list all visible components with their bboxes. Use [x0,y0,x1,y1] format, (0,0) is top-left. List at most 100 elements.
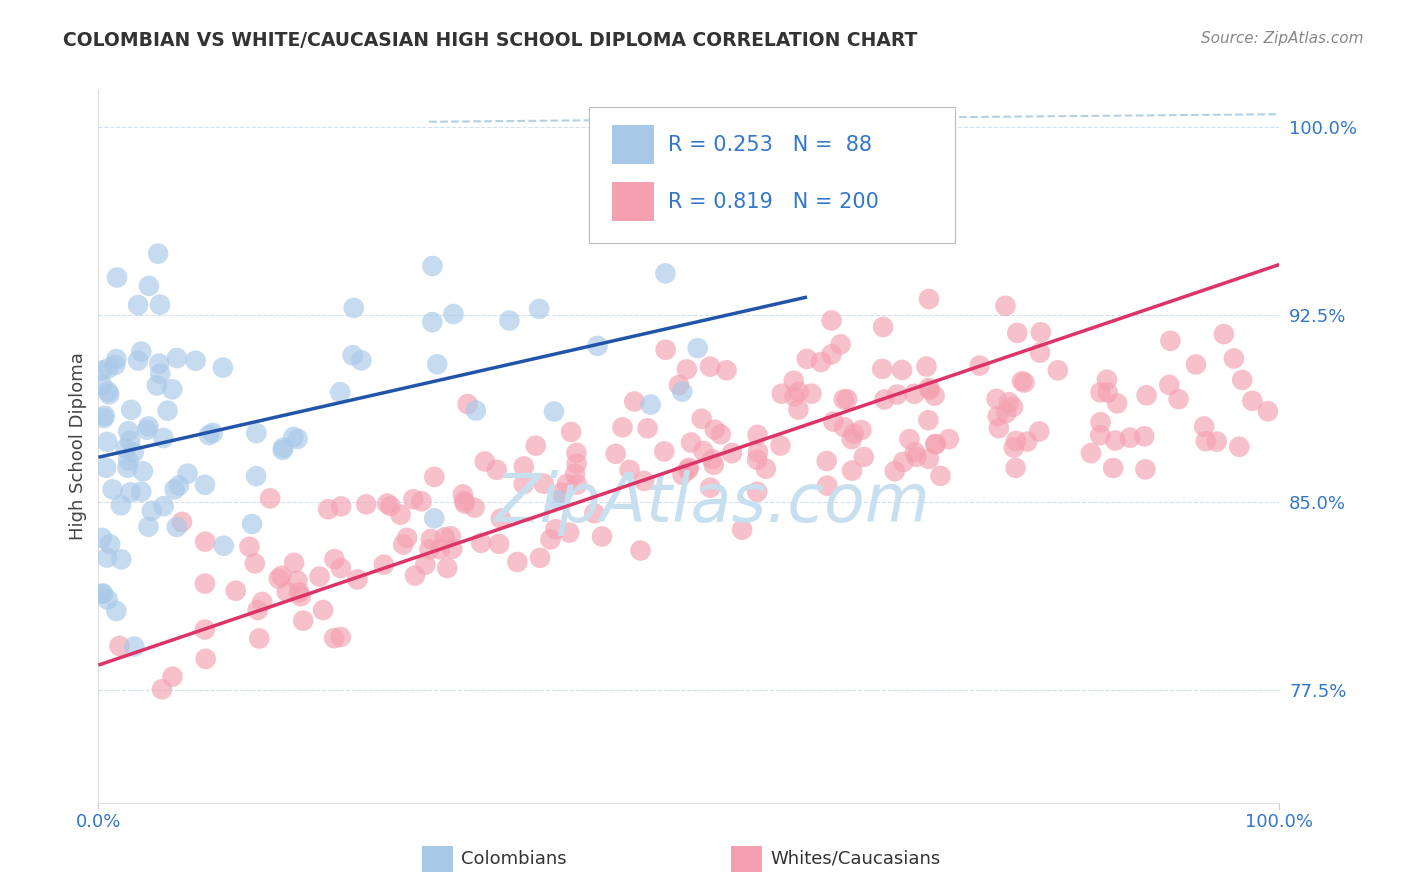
Point [583,506,606,520]
Point [703,458,725,472]
Point [141,504,163,518]
Point [436,561,458,575]
Point [987,409,1010,423]
Point [97,361,120,376]
Point [138,519,160,533]
Point [998,395,1021,409]
Point [375,497,398,511]
Point [402,492,425,507]
Point [194,623,217,637]
Point [1102,461,1125,475]
Point [97,592,120,607]
Point [842,426,865,441]
Point [565,457,588,471]
Point [453,494,475,508]
Point [1090,385,1112,400]
Point [451,487,474,501]
Point [96,550,118,565]
Point [162,382,184,396]
Point [1028,425,1050,439]
Point [176,467,198,481]
Point [105,604,128,618]
Point [800,386,823,401]
Point [247,632,270,646]
Point [343,301,366,315]
Point [146,378,169,392]
Point [415,558,437,572]
Point [120,402,142,417]
Point [1002,441,1025,455]
Point [513,459,536,474]
Point [1119,431,1142,445]
Point [903,386,925,401]
Point [994,299,1017,313]
Point [1227,440,1250,454]
Point [883,464,905,478]
Point [731,523,754,537]
Point [769,439,792,453]
Point [440,529,463,543]
Point [418,542,440,557]
Point [512,477,534,491]
Point [212,539,235,553]
Point [194,576,217,591]
Point [146,246,169,260]
Point [703,423,725,437]
Point [110,499,132,513]
Point [755,461,778,475]
Point [329,385,352,400]
Point [240,516,263,531]
Point [904,445,927,459]
Point [96,434,118,449]
Point [489,511,512,525]
Point [929,468,952,483]
Point [114,442,136,456]
Point [702,452,724,467]
Point [129,344,152,359]
Point [470,536,492,550]
Point [1029,325,1052,339]
Point [238,540,260,554]
Point [1241,393,1264,408]
Point [783,389,806,403]
Point [290,589,312,603]
Point [529,550,551,565]
Point [637,421,659,435]
Point [654,266,676,280]
Point [122,640,145,654]
Point [654,343,676,357]
Point [271,442,294,457]
Point [259,491,281,506]
Point [422,259,444,273]
Point [101,483,124,497]
Point [1017,434,1039,449]
Text: ZipAtlas.com: ZipAtlas.com [495,470,931,536]
Point [886,387,908,401]
Point [170,515,193,529]
Point [924,437,946,451]
Point [555,476,578,491]
Point [1159,377,1181,392]
Point [783,374,806,388]
Point [716,363,738,377]
Point [194,534,217,549]
Point [870,362,893,376]
Point [267,572,290,586]
Point [132,464,155,478]
Point [810,355,832,369]
Point [1095,373,1118,387]
Point [350,353,373,368]
Point [117,453,139,467]
Point [633,474,655,488]
Point [671,467,693,482]
Point [623,394,645,409]
Point [117,460,139,475]
Point [1223,351,1246,366]
Point [787,384,810,399]
Bar [612,182,654,221]
Point [423,470,446,484]
Point [194,652,217,666]
Point [152,431,174,445]
Point [820,347,842,361]
FancyBboxPatch shape [589,107,955,243]
